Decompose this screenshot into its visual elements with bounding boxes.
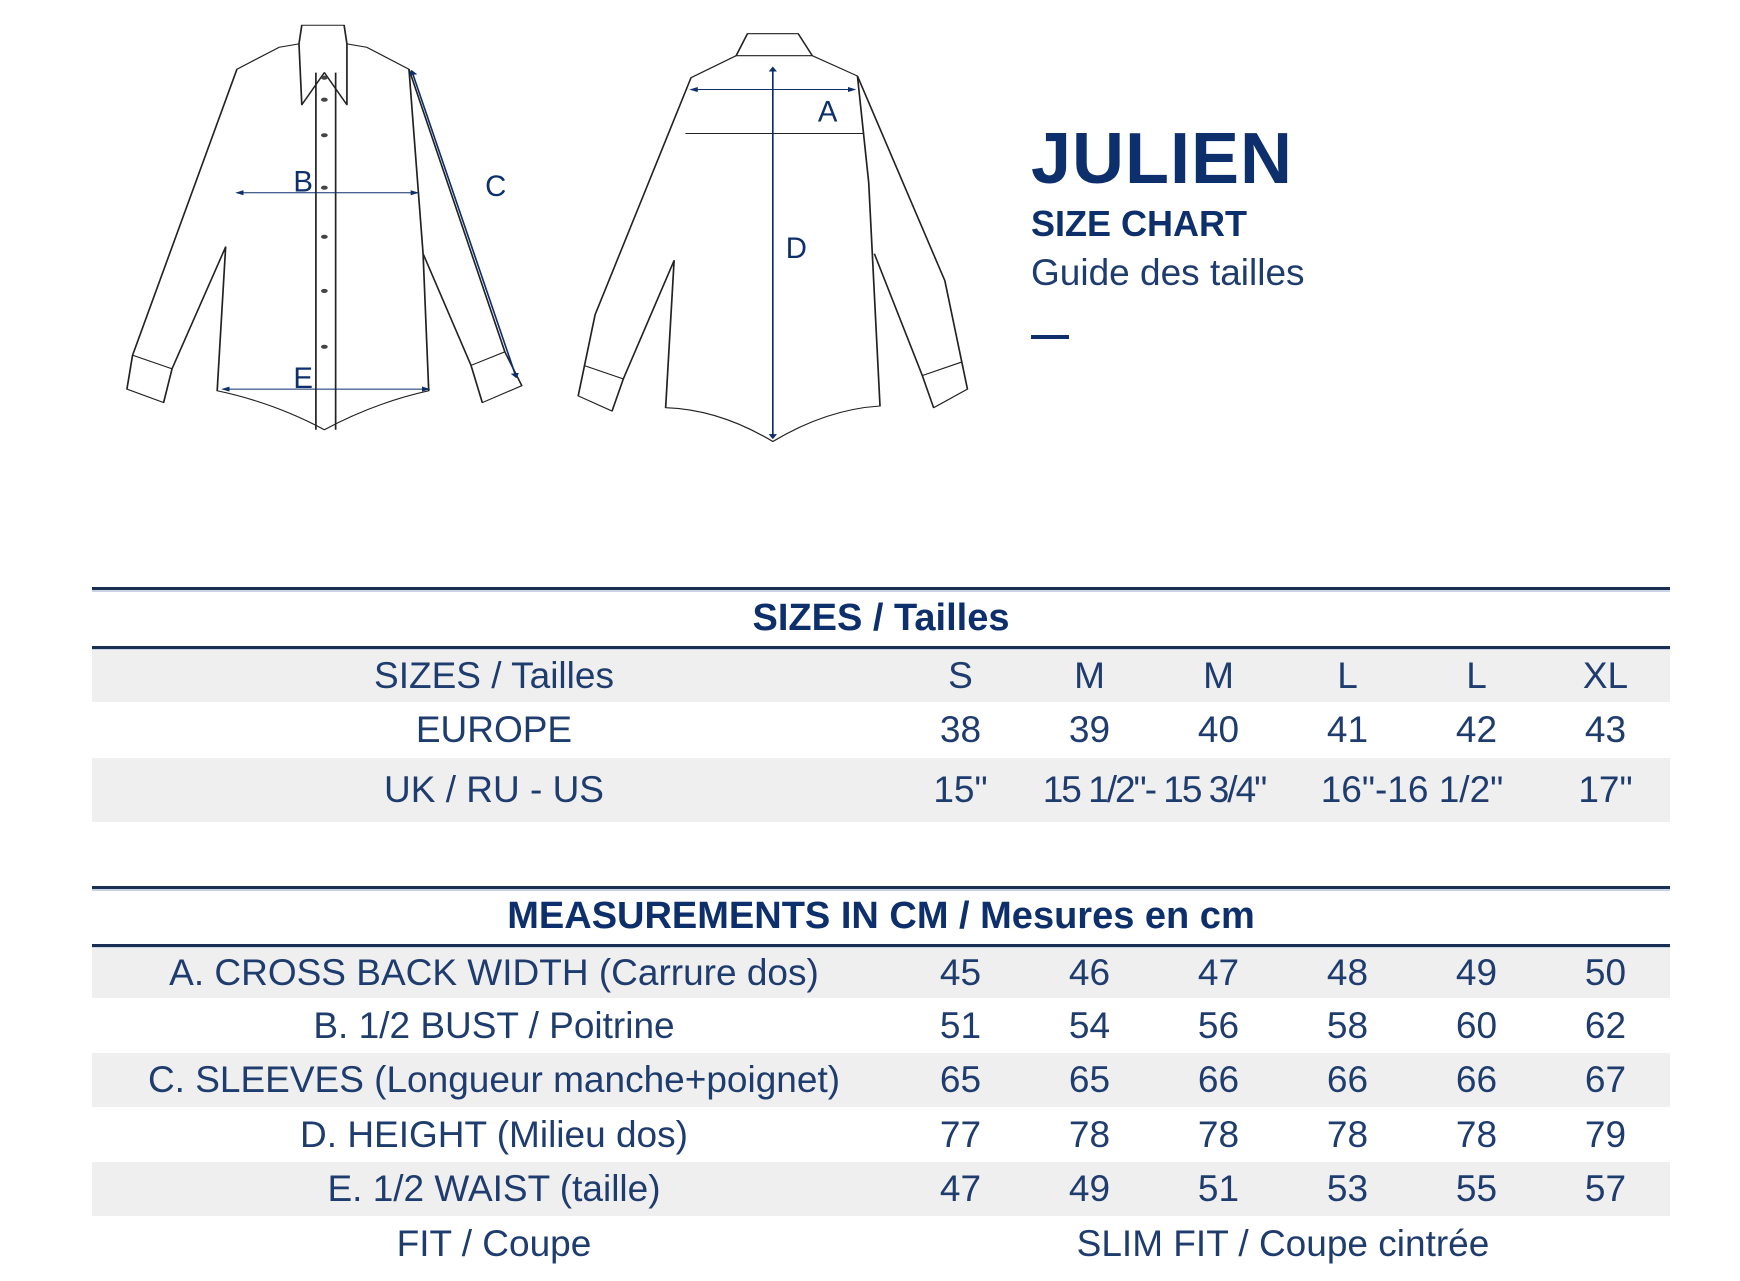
sizes-table-title: SIZES / Tailles: [752, 597, 1010, 639]
cell: 40: [1197, 709, 1240, 750]
cell: 62: [1584, 1004, 1627, 1046]
cell: 42: [1455, 709, 1498, 750]
cell: 39: [1068, 709, 1111, 750]
row-label: C. SLEEVES (Longueur manche+poignet): [147, 1059, 841, 1100]
cell: 43: [1584, 709, 1627, 750]
cell: 16"-16 1/2": [1320, 769, 1504, 810]
cell: 65: [939, 1059, 982, 1100]
cell: 78: [1326, 1113, 1369, 1155]
back-shirt-drawing: [577, 33, 969, 443]
cell: 49: [1455, 952, 1498, 993]
cell: 78: [1197, 1113, 1240, 1155]
cell: 66: [1197, 1059, 1240, 1100]
cell: M: [1203, 655, 1234, 696]
fit-row: FIT / Coupe SLIM FIT / Coupe cintrée: [92, 1216, 1670, 1271]
row-label: SIZES / Tailles: [374, 655, 614, 696]
divider: [92, 886, 1670, 889]
cell: L: [1337, 655, 1358, 696]
table-row: D. HEIGHT (Milieu dos) 77 78 78 78 78 79: [92, 1107, 1670, 1162]
cell: S: [948, 655, 973, 696]
divider: [92, 587, 1670, 590]
cell: 60: [1455, 1004, 1498, 1046]
cell: 51: [1197, 1168, 1240, 1209]
cell: 38: [939, 709, 982, 750]
cell: 55: [1455, 1168, 1498, 1209]
cell: 57: [1584, 1168, 1627, 1209]
row-label: EUROPE: [415, 709, 573, 750]
table-row: B. 1/2 BUST / Poitrine 51 54 56 58 60 62: [92, 998, 1670, 1053]
cell: 50: [1584, 952, 1627, 993]
size-chart-title: SIZE CHART: [1031, 203, 1247, 244]
cell: 15": [933, 769, 988, 810]
table-row: SIZES / Tailles S M M L L XL: [92, 650, 1670, 702]
row-label: UK / RU - US: [384, 769, 604, 810]
cell: XL: [1582, 655, 1629, 696]
label-e: E: [293, 362, 313, 395]
row-label: B. 1/2 BUST / Poitrine: [313, 1004, 675, 1046]
measurements-table-title: MEASUREMENTS IN CM / Mesures en cm: [507, 895, 1255, 937]
cell: 66: [1455, 1059, 1498, 1100]
cell: 67: [1584, 1059, 1627, 1100]
cell: 78: [1068, 1113, 1111, 1155]
cell: 49: [1068, 1168, 1111, 1209]
table-row: A. CROSS BACK WIDTH (Carrure dos) 45 46 …: [92, 948, 1670, 998]
size-chart-title-fr: Guide des tailles: [1031, 252, 1305, 293]
divider: [92, 646, 1670, 649]
label-a: A: [818, 96, 838, 129]
cell: 41: [1326, 709, 1369, 750]
cell: 79: [1584, 1113, 1627, 1155]
cell: 47: [1197, 952, 1240, 993]
cell: 48: [1326, 952, 1369, 993]
divider: [92, 944, 1670, 947]
cell: 65: [1068, 1059, 1111, 1100]
fit-value: SLIM FIT / Coupe cintrée: [1076, 1222, 1490, 1264]
cell: 78: [1455, 1113, 1498, 1155]
cell: 54: [1068, 1004, 1111, 1046]
label-c: C: [485, 170, 506, 203]
cell: 17": [1578, 769, 1633, 810]
label-b: B: [293, 166, 313, 199]
cell: M: [1074, 655, 1105, 696]
label-d: D: [786, 232, 807, 265]
cell: 45: [939, 952, 982, 993]
table-row: E. 1/2 WAIST (taille) 47 49 51 53 55 57: [92, 1162, 1670, 1216]
arrow-c: [409, 69, 519, 379]
cell: 47: [939, 1168, 982, 1209]
cell: 46: [1068, 952, 1111, 993]
table-row: EUROPE 38 39 40 41 42 43: [92, 702, 1670, 758]
row-label: E. 1/2 WAIST (taille): [327, 1168, 661, 1209]
table-row: UK / RU - US 15" 15 1/2"- 15 3/4" 16"-16…: [92, 758, 1670, 822]
cell: 51: [939, 1004, 982, 1046]
table-row: C. SLEEVES (Longueur manche+poignet) 65 …: [92, 1053, 1670, 1107]
model-name: JULIEN: [1031, 119, 1294, 199]
row-label: A. CROSS BACK WIDTH (Carrure dos): [169, 952, 819, 993]
cell: 58: [1326, 1004, 1369, 1046]
cell: 15 1/2"- 15 3/4": [1042, 769, 1268, 810]
cell: L: [1466, 655, 1487, 696]
cell: 53: [1326, 1168, 1369, 1209]
fit-label: FIT / Coupe: [396, 1222, 592, 1264]
cell: 56: [1197, 1004, 1240, 1046]
cell: 66: [1326, 1059, 1369, 1100]
row-label: D. HEIGHT (Milieu dos): [300, 1113, 688, 1155]
title-dash-divider: [1031, 335, 1069, 339]
cell: 77: [939, 1113, 982, 1155]
shirt-measurement-diagram: B C E A D: [126, 24, 969, 443]
front-shirt-drawing: [126, 24, 523, 431]
